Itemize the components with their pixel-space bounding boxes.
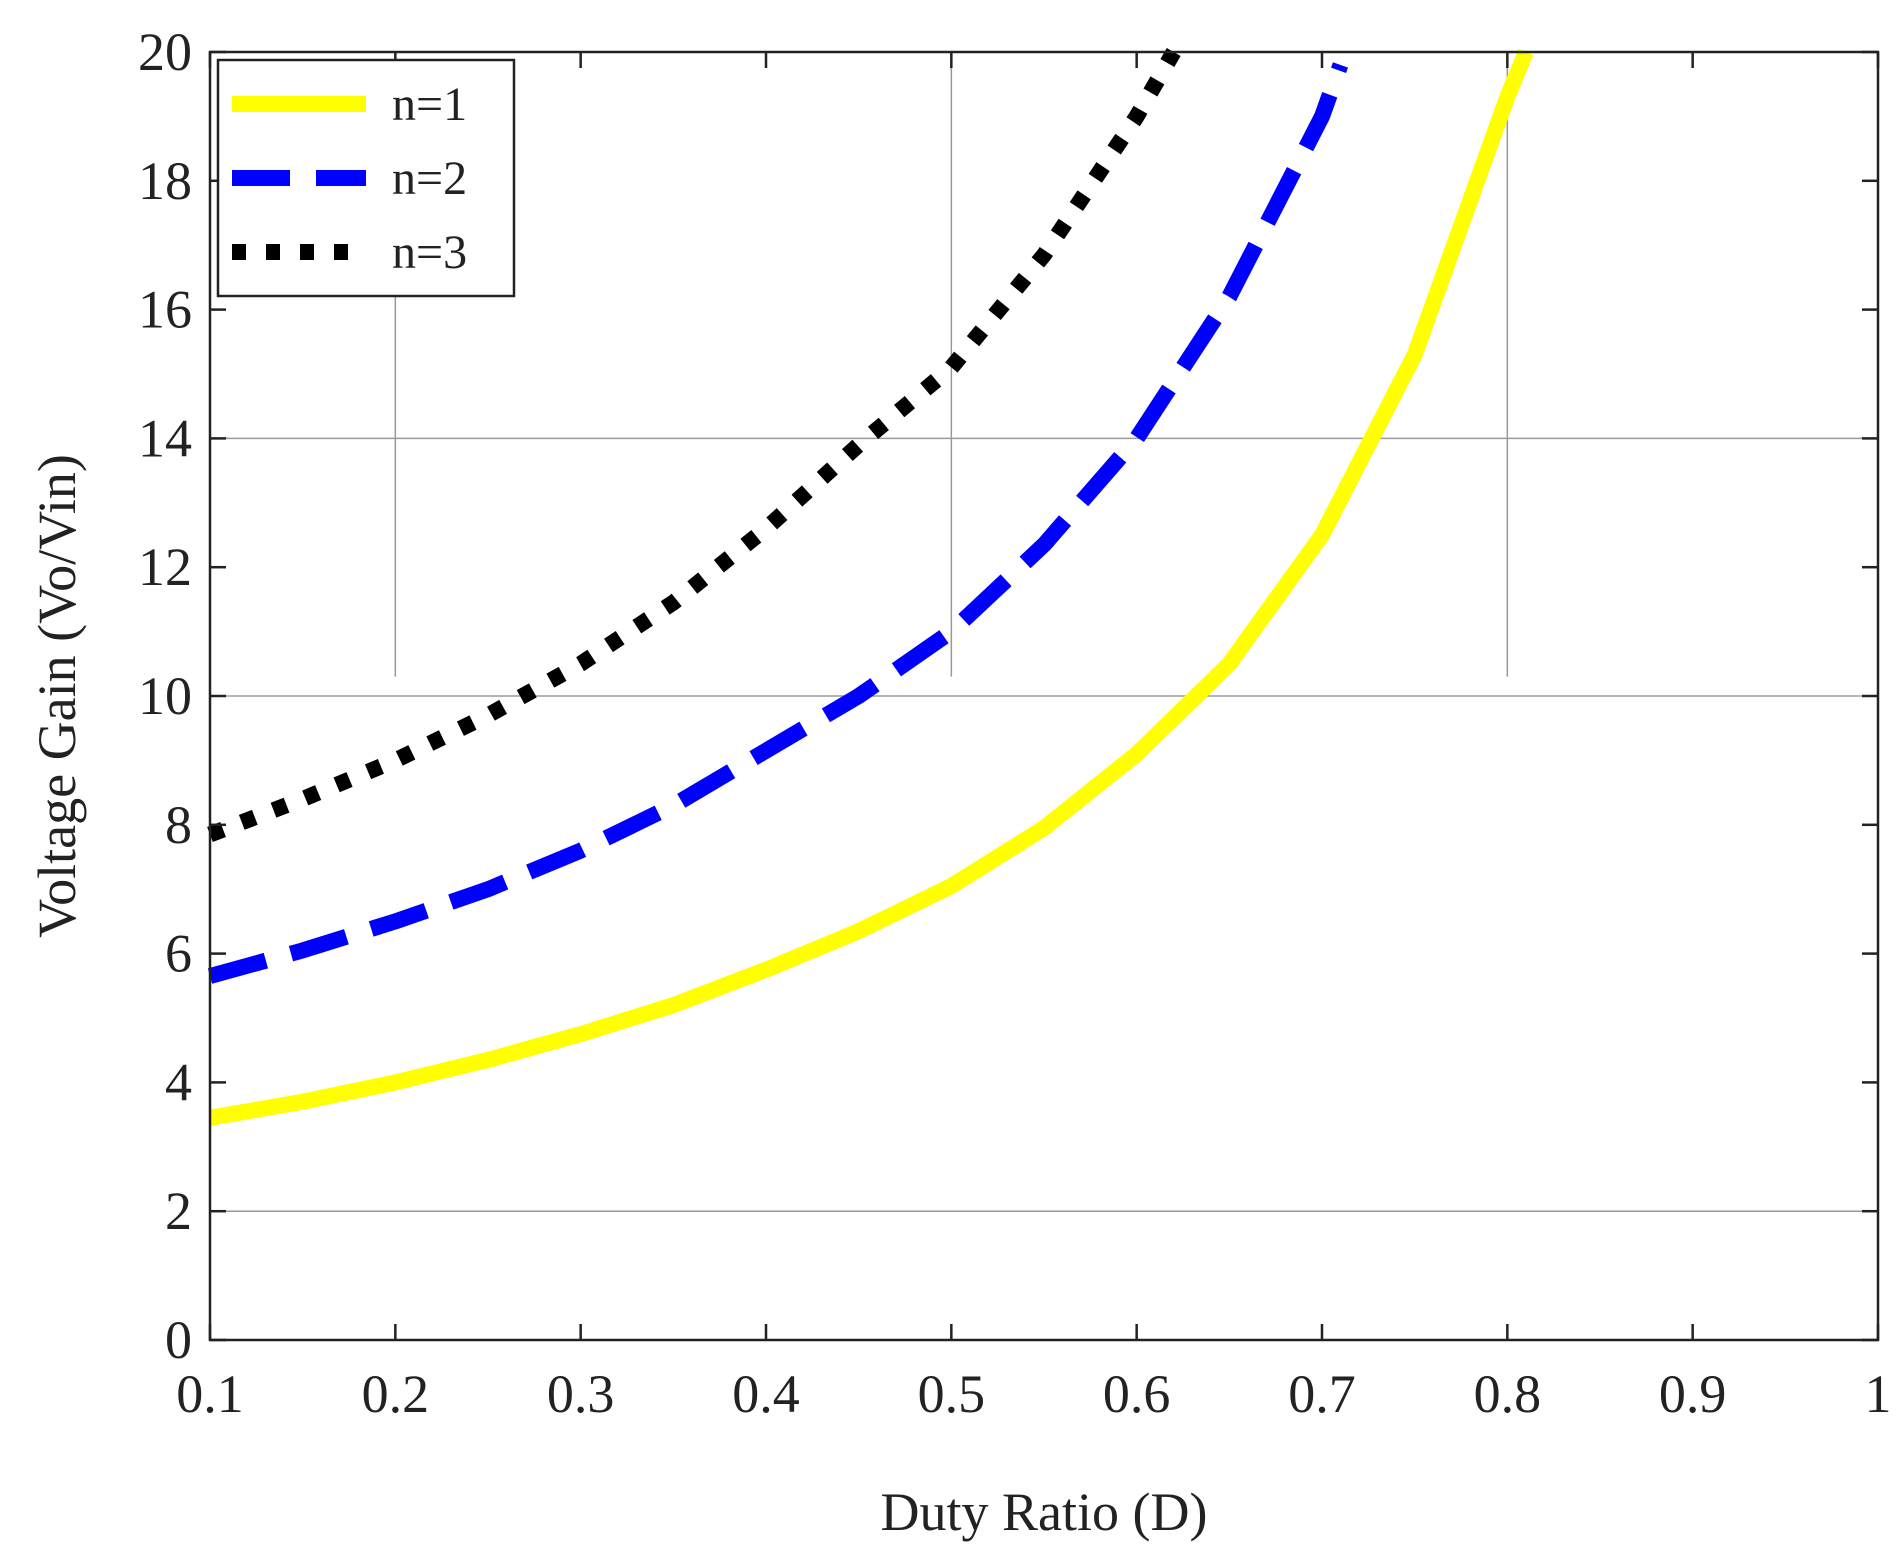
x-tick-label: 0.9 — [1659, 1364, 1727, 1424]
legend-label-n=1: n=1 — [392, 78, 467, 131]
x-tick-label: 0.3 — [547, 1364, 615, 1424]
x-axis-label: Duty Ratio (D) — [881, 1482, 1208, 1542]
y-tick-label: 16 — [138, 280, 192, 340]
y-tick-label: 0 — [165, 1310, 192, 1370]
y-tick-label: 4 — [165, 1052, 192, 1112]
y-tick-label: 8 — [165, 795, 192, 855]
y-tick-label: 2 — [165, 1181, 192, 1241]
y-tick-label: 14 — [138, 408, 192, 468]
legend-label-n=2: n=2 — [392, 152, 467, 205]
x-tick-label: 0.1 — [176, 1364, 244, 1424]
x-tick-label: 1 — [1865, 1364, 1892, 1424]
series-line-n=3 — [207, 48, 1181, 842]
x-tick-labels: 0.1 0.2 0.3 0.4 0.5 0.6 0.7 0.8 0.9 1 — [176, 1364, 1891, 1424]
legend: n=1 n=2 n=3 — [216, 58, 516, 298]
x-tick-label: 0.6 — [1103, 1364, 1171, 1424]
series-line-n=2 — [207, 62, 1349, 984]
y-axis-label: Voltage Gain (Vo/Vin) — [27, 454, 87, 938]
grid — [210, 52, 1878, 1212]
x-tick-label: 0.8 — [1474, 1364, 1542, 1424]
y-tick-label: 20 — [138, 22, 192, 82]
x-tick-label: 0.2 — [362, 1364, 430, 1424]
x-tick-label: 0.7 — [1288, 1364, 1356, 1424]
y-tick-labels: 0 2 4 6 8 10 12 14 16 18 20 — [138, 22, 192, 1370]
series-lines — [207, 48, 1534, 1126]
x-tick-label: 0.5 — [918, 1364, 986, 1424]
x-tick-label: 0.4 — [732, 1364, 800, 1424]
y-tick-label: 18 — [138, 151, 192, 211]
series-line-n=1 — [208, 48, 1534, 1126]
y-tick-label: 10 — [138, 666, 192, 726]
legend-label-n=3: n=3 — [392, 226, 467, 279]
axis-ticks — [208, 50, 1880, 1342]
y-tick-label: 12 — [138, 537, 192, 597]
y-tick-label: 6 — [165, 924, 192, 984]
